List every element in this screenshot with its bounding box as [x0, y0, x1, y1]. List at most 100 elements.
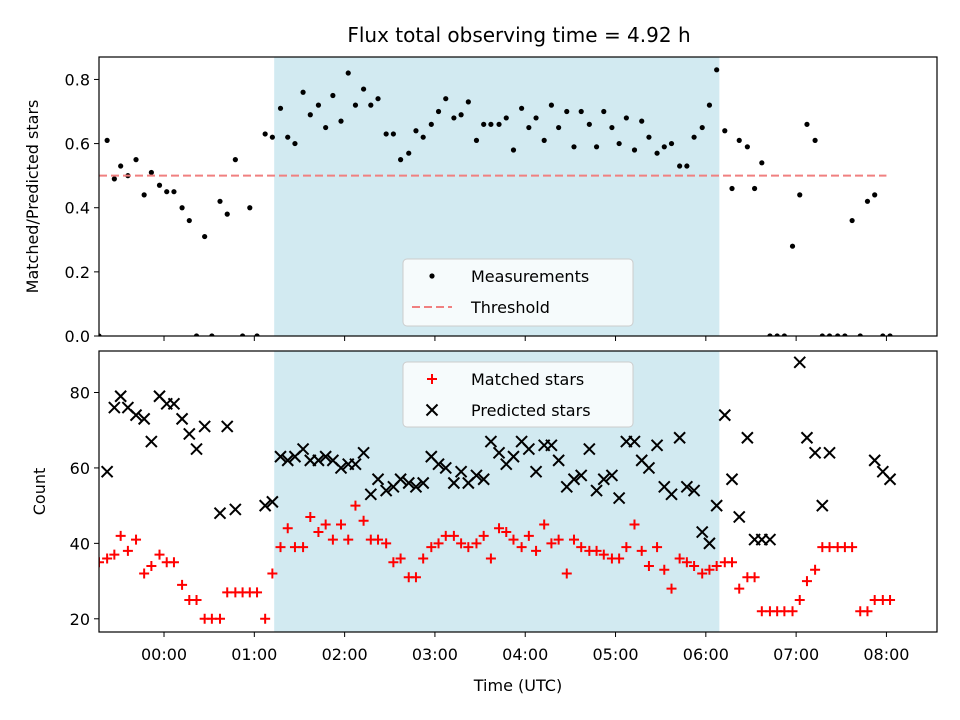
predicted-stars-point	[470, 469, 483, 482]
y-tick-label: 0.6	[65, 135, 90, 154]
predicted-stars-point	[545, 439, 558, 452]
measurement-point	[375, 96, 381, 102]
legend-marker-matched	[427, 374, 437, 384]
matched-stars-point	[847, 542, 858, 553]
measurement-point	[751, 185, 758, 192]
matched-stars-point	[523, 530, 534, 541]
matched-stars-point	[516, 542, 527, 553]
axes-frame	[98, 350, 938, 633]
x-tick-label: 04:00	[502, 645, 548, 664]
measurement-point	[247, 205, 253, 211]
measurement-point	[323, 124, 329, 131]
x-tick-label: 05:00	[592, 645, 638, 664]
predicted-stars-point	[402, 476, 415, 490]
predicted-stars-point	[364, 488, 378, 501]
matched-stars-point	[591, 545, 602, 556]
measurement-point	[406, 150, 412, 156]
measurement-point	[254, 333, 260, 336]
matched-stars-point	[734, 583, 745, 594]
predicted-stars-point	[349, 457, 362, 471]
measurement-point	[285, 134, 291, 140]
predicted-stars-point	[312, 454, 325, 467]
matched-stars-point	[115, 530, 126, 541]
matched-stars-point	[373, 534, 384, 545]
predicted-stars-point	[575, 469, 588, 482]
predicted-stars-point	[213, 506, 227, 520]
matched-stars-point	[689, 560, 700, 571]
legend-marker-predicted	[425, 403, 439, 417]
predicted-stars-point	[167, 397, 181, 411]
chart-title: Flux total observing time = 4.92 h	[347, 23, 690, 47]
matched-stars-point	[433, 538, 444, 549]
measurement-point	[118, 163, 124, 169]
measurement-point	[164, 189, 170, 195]
matched-stars-point	[426, 542, 437, 553]
measurement-point	[631, 147, 638, 153]
measurement-point	[744, 144, 750, 150]
matched-stars-point	[448, 530, 459, 541]
measurement-point	[315, 102, 322, 108]
predicted-stars-point	[590, 484, 603, 497]
x-tick-label: 02:00	[322, 645, 368, 664]
measurement-point	[541, 137, 547, 143]
predicted-stars-point	[741, 431, 754, 444]
predicted-stars-point	[583, 442, 596, 456]
legend-label: Measurements	[471, 267, 589, 286]
predicted-stars-point	[552, 454, 565, 467]
measurement-point	[345, 70, 351, 76]
predicted-stars-point	[357, 446, 370, 460]
measurement-point	[699, 124, 705, 131]
matched-stars-point	[298, 542, 309, 553]
matched-stars-point	[704, 564, 715, 575]
measurement-point	[420, 134, 426, 140]
measurement-point	[383, 131, 389, 137]
measurement-point	[804, 121, 810, 127]
measurement-point	[292, 140, 298, 147]
measurement-point	[428, 121, 434, 127]
measurement-point	[390, 131, 396, 137]
matched-stars-point	[862, 606, 873, 617]
matched-stars-point	[598, 549, 609, 560]
measurement-point	[307, 112, 313, 118]
predicted-stars-point	[687, 484, 701, 497]
measurement-point	[857, 333, 863, 336]
measurement-point	[706, 102, 713, 108]
matched-stars-point	[652, 542, 663, 553]
matched-stars-point	[531, 545, 542, 556]
bottom-panel: 20 40 60 80 00:00 01:00 02:00 03:00 04:00 05:00 06…	[30, 350, 938, 695]
predicted-stars-point	[808, 446, 822, 460]
measurement-point	[623, 115, 629, 121]
measurement-point	[133, 157, 139, 163]
predicted-stars-point	[868, 454, 881, 467]
x-tick-label: 00:00	[141, 645, 187, 664]
legend-marker-measurements	[429, 273, 435, 279]
matched-stars-point	[122, 545, 133, 556]
matched-stars-point	[139, 568, 150, 579]
matched-stars-point	[358, 515, 369, 526]
measurement-point	[413, 128, 419, 134]
predicted-stars-point	[665, 488, 678, 501]
matched-stars-point	[568, 534, 579, 545]
measurement-point	[819, 333, 825, 336]
matched-stars-point	[191, 594, 202, 605]
matched-stars-point	[305, 511, 316, 522]
matched-stars-point	[131, 534, 142, 545]
matched-stars-point	[501, 527, 512, 538]
x-tick-label: 01:00	[231, 645, 277, 664]
matched-stars-point	[508, 534, 519, 545]
measurement-point	[835, 333, 841, 336]
measurement-point	[654, 150, 660, 156]
predicted-stars-point	[432, 457, 445, 471]
measurement-point	[887, 333, 893, 336]
predicted-stars-point	[477, 473, 490, 486]
predicted-stars-point	[725, 473, 739, 486]
predicted-stars-point	[710, 499, 723, 512]
measurement-point	[789, 243, 796, 249]
predicted-stars-point	[447, 476, 461, 490]
measurement-point	[586, 121, 592, 127]
matched-stars-point	[681, 557, 692, 568]
x-tick-label: 08:00	[863, 645, 909, 664]
measurement-point	[481, 121, 487, 127]
matched-stars-point	[154, 549, 165, 560]
measurement-point	[141, 192, 147, 198]
